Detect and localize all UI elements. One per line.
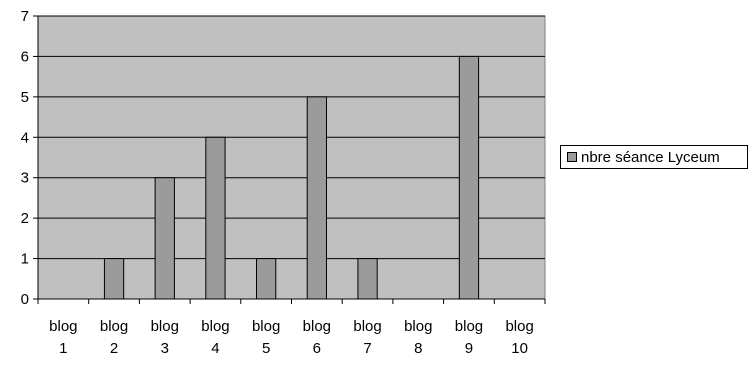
x-tick-label-line: 3 bbox=[161, 340, 169, 357]
x-tick-label-line: 7 bbox=[363, 340, 371, 357]
x-tick-label-line: blog bbox=[303, 318, 331, 335]
x-tick-label-line: 9 bbox=[465, 340, 473, 357]
x-tick-label-line: blog bbox=[201, 318, 229, 335]
y-tick-label: 6 bbox=[21, 48, 29, 65]
x-tick-label-line: blog bbox=[252, 318, 280, 335]
y-tick-label: 2 bbox=[21, 210, 29, 227]
x-tick-label: blog 6 bbox=[303, 318, 331, 357]
y-tick-label: 7 bbox=[21, 8, 29, 25]
bar bbox=[154, 177, 175, 300]
x-tick-label-line: blog bbox=[505, 318, 533, 335]
legend-swatch bbox=[567, 152, 577, 162]
x-tick-label-line: 5 bbox=[262, 340, 270, 357]
legend-label: nbre séance Lyceum bbox=[581, 148, 720, 166]
y-tick-label: 1 bbox=[21, 251, 29, 268]
x-tick-label: blog 8 bbox=[404, 318, 432, 357]
x-tick-label: blog 10 bbox=[505, 318, 533, 357]
bar bbox=[205, 136, 226, 300]
bar bbox=[458, 55, 480, 300]
x-tick-label-line: 4 bbox=[211, 340, 219, 357]
x-tick-label-line: blog bbox=[404, 318, 432, 335]
x-tick-label-line: 1 bbox=[59, 340, 67, 357]
x-tick-label: blog 1 bbox=[49, 318, 77, 357]
bar bbox=[306, 96, 327, 300]
x-tick-label-line: 8 bbox=[414, 340, 422, 357]
x-tick-label-line: blog bbox=[151, 318, 179, 335]
legend: nbre séance Lyceum bbox=[560, 145, 748, 169]
x-tick-label-line: blog bbox=[100, 318, 128, 335]
y-tick-label: 4 bbox=[21, 129, 29, 146]
x-tick-label-line: 10 bbox=[511, 340, 528, 357]
x-tick-label: blog 9 bbox=[455, 318, 483, 357]
bar bbox=[357, 258, 378, 300]
x-tick-label: blog 4 bbox=[201, 318, 229, 357]
x-tick-label: blog 3 bbox=[151, 318, 179, 357]
x-tick-label: blog 5 bbox=[252, 318, 280, 357]
y-tick-label: 0 bbox=[21, 291, 29, 308]
x-tick-label-line: 2 bbox=[110, 340, 118, 357]
x-tick-label-line: blog bbox=[353, 318, 381, 335]
y-tick-label: 3 bbox=[21, 170, 29, 187]
x-tick-label-line: 6 bbox=[313, 340, 321, 357]
x-tick-label-line: blog bbox=[49, 318, 77, 335]
x-tick-label: blog 2 bbox=[100, 318, 128, 357]
x-tick-label: blog 7 bbox=[353, 318, 381, 357]
x-tick-label-line: blog bbox=[455, 318, 483, 335]
bar bbox=[103, 258, 125, 300]
y-tick-label: 5 bbox=[21, 89, 29, 106]
bar bbox=[256, 258, 277, 300]
